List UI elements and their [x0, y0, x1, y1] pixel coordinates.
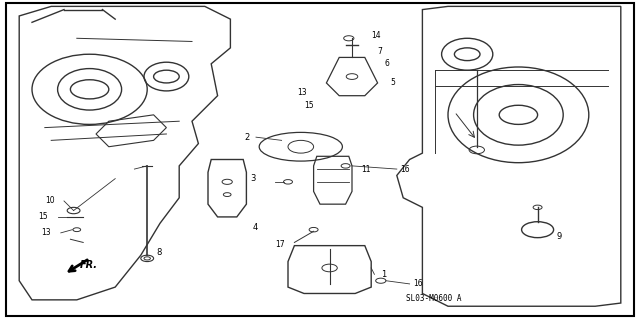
- Text: 2: 2: [244, 133, 250, 142]
- Text: 6: 6: [384, 59, 389, 68]
- Text: 16: 16: [400, 165, 410, 174]
- Text: 4: 4: [253, 223, 258, 232]
- Text: 5: 5: [390, 78, 396, 87]
- Text: 16: 16: [413, 279, 422, 288]
- Text: 15: 15: [304, 101, 314, 110]
- Text: 8: 8: [157, 248, 162, 256]
- Text: 9: 9: [557, 232, 562, 241]
- Text: 13: 13: [42, 228, 51, 237]
- Text: 3: 3: [251, 174, 256, 183]
- Text: 15: 15: [38, 212, 48, 221]
- Text: 17: 17: [275, 240, 285, 249]
- Text: 7: 7: [378, 47, 383, 56]
- Text: 1: 1: [381, 270, 386, 279]
- Text: SL03-M0600 A: SL03-M0600 A: [406, 294, 462, 303]
- Text: 13: 13: [298, 88, 307, 97]
- Text: 10: 10: [45, 197, 54, 205]
- Text: 14: 14: [371, 31, 381, 40]
- Text: 11: 11: [362, 165, 371, 174]
- Text: FR.: FR.: [80, 260, 98, 270]
